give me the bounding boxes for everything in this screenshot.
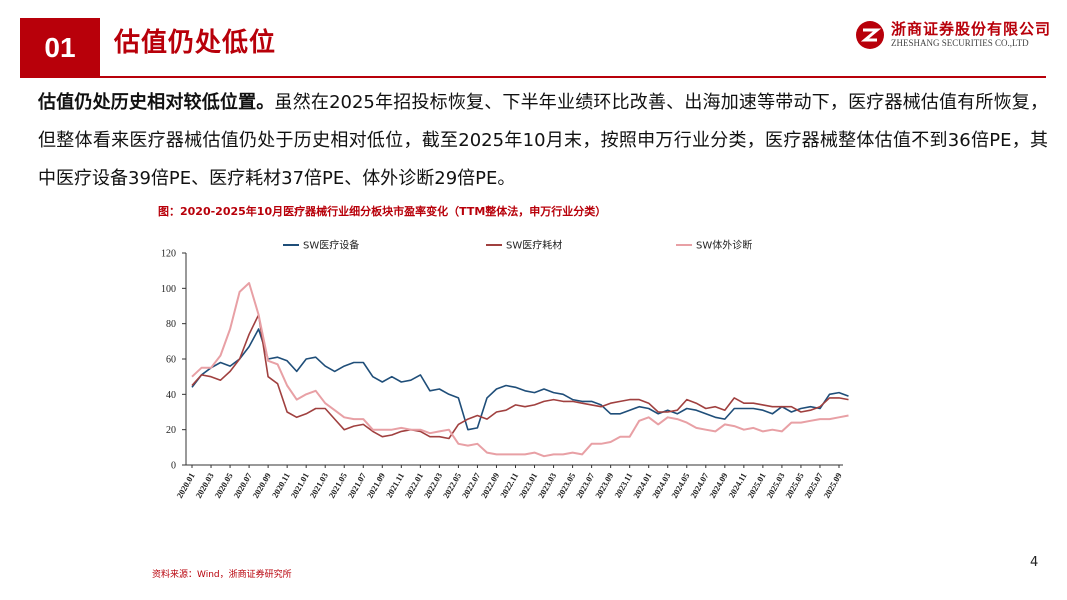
paragraph-text: 虽然在2025年招投标恢复、下半年业绩环比改善、出海加速等带动下，医疗器械估值有… [38, 92, 1048, 189]
x-tick-label: 2022.09 [479, 471, 501, 500]
series-line-3 [191, 282, 849, 458]
x-tick-label: 2025.09 [821, 471, 843, 500]
chart-title: 图：2020-2025年10月医疗器械行业细分板块市盈率变化（TTM整体法，申万… [158, 205, 607, 218]
body-paragraph: 估值仍处历史相对较低位置。虽然在2025年招投标恢复、下半年业绩环比改善、出海加… [38, 84, 1048, 198]
y-tick-label: 80 [166, 319, 176, 330]
logo-mark-icon [856, 21, 884, 49]
x-tick-label: 2023.09 [593, 471, 615, 500]
y-tick-label: 20 [166, 425, 176, 436]
x-tick-label: 2024.09 [707, 471, 729, 500]
y-tick-label: 40 [166, 390, 176, 401]
y-tick-label: 100 [161, 284, 176, 295]
x-tick-label: 2020.09 [250, 471, 272, 500]
paragraph-lead: 估值仍处历史相对较低位置。 [38, 92, 275, 113]
page-title: 估值仍处低位 [114, 28, 277, 58]
header-divider [100, 76, 1046, 78]
series-line-1 [191, 328, 849, 431]
logo-company-name: 浙商证券股份有限公司 [891, 20, 1052, 38]
y-tick-label: 0 [171, 461, 176, 472]
logo-company-name-en: ZHESHANG SECURITIES CO.,LTD [891, 38, 1029, 48]
y-tick-label: 60 [166, 355, 176, 366]
legend-label-3: SW体外诊断 [696, 239, 752, 252]
source-note: 资料来源：Wind，浙商证券研究所 [152, 570, 292, 580]
legend-label-1: SW医疗设备 [303, 239, 359, 252]
x-tick-label: 2021.09 [365, 471, 387, 500]
company-logo: 浙商证券股份有限公司 ZHESHANG SECURITIES CO.,LTD [855, 18, 1055, 52]
y-tick-label: 120 [161, 249, 176, 260]
page-number: 4 [1030, 555, 1039, 570]
section-number: 01 [20, 18, 100, 78]
legend-label-2: SW医疗耗材 [506, 239, 562, 252]
series-line-2 [191, 313, 849, 440]
